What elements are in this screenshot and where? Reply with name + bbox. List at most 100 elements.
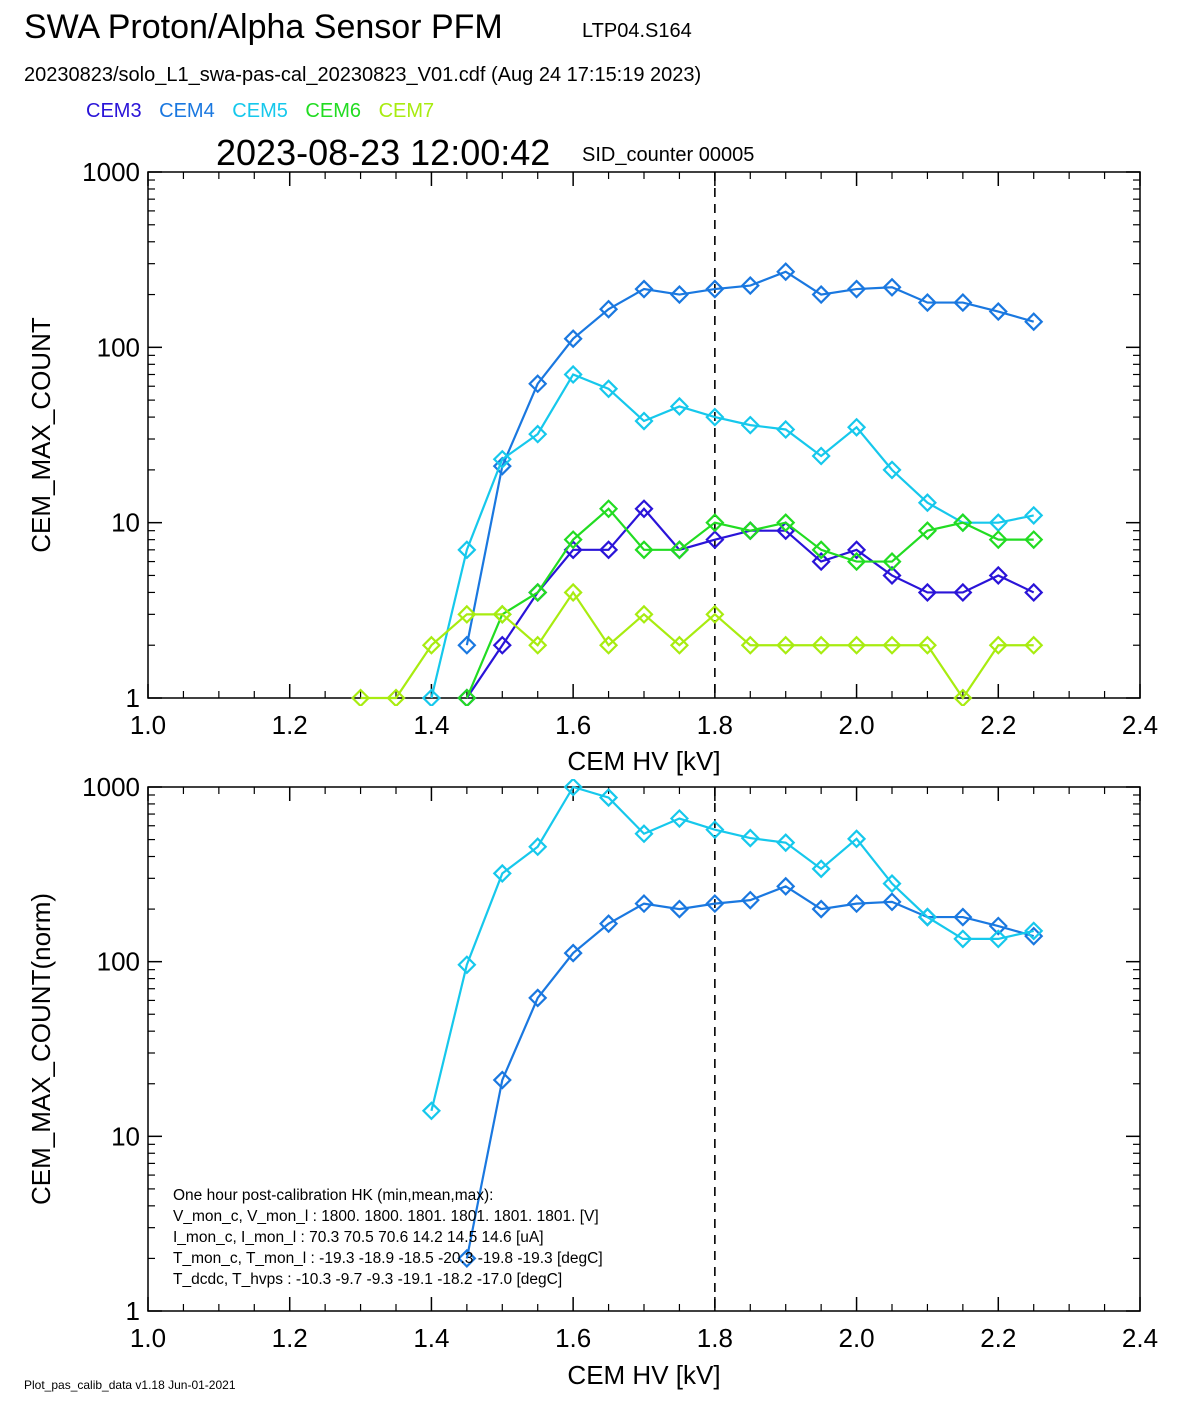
data-point-cem5	[492, 449, 512, 469]
data-point-cem4	[563, 329, 583, 349]
data-point-cem5	[953, 929, 973, 949]
data-point-cem3	[988, 565, 1008, 586]
data-point-cem5	[740, 415, 760, 435]
legend: CEM3 CEM4 CEM5 CEM6 CEM7	[86, 100, 446, 123]
data-point-cem7	[988, 635, 1008, 655]
hk-text-line: I_mon_c, I_mon_l : 70.3 70.5 70.6 14.2 1…	[173, 1229, 544, 1246]
data-point-cem7	[492, 604, 512, 624]
data-point-cem6	[599, 499, 619, 519]
data-point-cem7	[953, 688, 973, 706]
data-point-cem6	[528, 582, 548, 602]
data-point-cem4	[457, 635, 477, 655]
data-point-cem4	[669, 284, 689, 305]
data-point-cem6	[988, 530, 1008, 550]
data-point-cem4	[599, 914, 619, 934]
x-tick-label: 2.0	[838, 1323, 874, 1353]
y-tick-label: 1	[126, 1296, 140, 1326]
x-axis-label: CEM HV [kV]	[567, 1360, 720, 1390]
data-point-cem3	[492, 635, 512, 655]
data-point-cem5	[705, 820, 725, 840]
data-point-cem5	[882, 460, 902, 480]
data-point-cem4	[705, 279, 725, 299]
data-point-cem5	[988, 929, 1008, 949]
data-point-cem4	[776, 876, 796, 896]
data-point-cem3	[634, 499, 654, 519]
hk-text-block: One hour post-calibration HK (min,mean,m…	[173, 1187, 603, 1288]
data-point-cem4	[811, 284, 831, 305]
data-point-cem7	[740, 635, 760, 655]
data-point-cem5	[705, 407, 725, 427]
data-point-cem5	[811, 859, 831, 879]
data-point-cem4	[847, 894, 867, 914]
data-point-cem7	[847, 635, 867, 655]
data-point-cem3	[1024, 582, 1044, 602]
data-point-cem6	[740, 521, 760, 541]
data-point-cem7	[421, 635, 441, 655]
data-point-cem4	[634, 894, 654, 914]
page-subtitle: LTP04.S164	[582, 20, 692, 42]
footer-version: Plot_pas_calib_data v1.18 Jun-01-2021	[24, 1378, 236, 1392]
data-point-cem4	[740, 276, 760, 296]
data-point-cem5	[776, 833, 796, 853]
data-point-cem5	[776, 419, 796, 440]
data-point-cem5	[421, 1101, 441, 1121]
legend-item-cem3: CEM3	[86, 100, 142, 122]
data-point-cem5	[457, 540, 477, 560]
x-tick-label: 1.2	[272, 1323, 308, 1353]
data-point-cem6	[705, 513, 725, 533]
sid-counter: SID_counter 00005	[582, 144, 755, 166]
data-point-cem4	[776, 262, 796, 282]
data-point-cem5	[563, 779, 583, 797]
data-point-cem7	[776, 635, 796, 655]
data-point-cem5	[669, 396, 689, 417]
data-point-cem3	[953, 582, 973, 602]
data-point-cem5	[882, 874, 902, 894]
hk-text-line: T_mon_c, T_mon_l : -19.3 -18.9 -18.5 -20…	[173, 1250, 603, 1267]
data-point-cem3	[882, 565, 902, 586]
data-point-cem5	[847, 829, 867, 849]
x-tick-label: 1.4	[413, 710, 449, 740]
x-tick-label: 2.2	[980, 710, 1016, 740]
series-line-cem4	[465, 270, 1035, 646]
x-tick-label: 2.2	[980, 1323, 1016, 1353]
data-point-cem4	[953, 907, 973, 927]
y-tick-label: 1000	[82, 157, 140, 187]
data-point-cem3	[599, 540, 619, 560]
y-tick-label: 100	[97, 947, 140, 977]
data-point-cem4	[492, 456, 512, 476]
data-point-cem5	[492, 863, 512, 883]
x-tick-label: 1.6	[555, 1323, 591, 1353]
data-point-cem5	[1024, 921, 1044, 941]
data-point-cem4	[953, 293, 973, 313]
data-point-cem3	[705, 530, 725, 550]
data-point-cem5	[599, 379, 619, 399]
data-point-cem6	[953, 513, 973, 533]
data-point-cem6	[882, 552, 902, 572]
data-point-cem7	[705, 604, 725, 624]
y-tick-label: 10	[111, 508, 140, 538]
data-point-cem5	[528, 424, 548, 444]
series-line-cem6	[465, 507, 1034, 699]
series-line-cem4	[465, 885, 1035, 1259]
data-point-cem7	[1024, 635, 1044, 655]
data-point-cem5	[457, 955, 477, 975]
data-point-cem3	[847, 540, 867, 560]
data-point-cem6	[669, 540, 689, 560]
data-point-cem6	[563, 530, 583, 550]
data-point-cem7	[917, 635, 937, 655]
hk-text-line: One hour post-calibration HK (min,mean,m…	[173, 1187, 493, 1204]
x-tick-label: 1.8	[697, 1323, 733, 1353]
hk-text-line: V_mon_c, V_mon_l : 1800. 1800. 1801. 180…	[173, 1208, 599, 1225]
timestamp: 2023-08-23 12:00:42	[216, 132, 551, 173]
data-point-cem5	[917, 907, 937, 927]
x-tick-label: 2.0	[838, 710, 874, 740]
data-point-cem4	[882, 277, 902, 297]
data-point-cem4	[882, 892, 902, 912]
hk-text-line: T_dcdc, T_hvps : -10.3 -9.7 -9.3 -19.1 -…	[173, 1271, 562, 1288]
data-point-cem4	[492, 1070, 512, 1090]
data-point-cem4	[1024, 312, 1044, 332]
data-point-cem6	[811, 540, 831, 560]
data-point-cem6	[917, 521, 937, 541]
series-group	[421, 779, 1044, 1268]
